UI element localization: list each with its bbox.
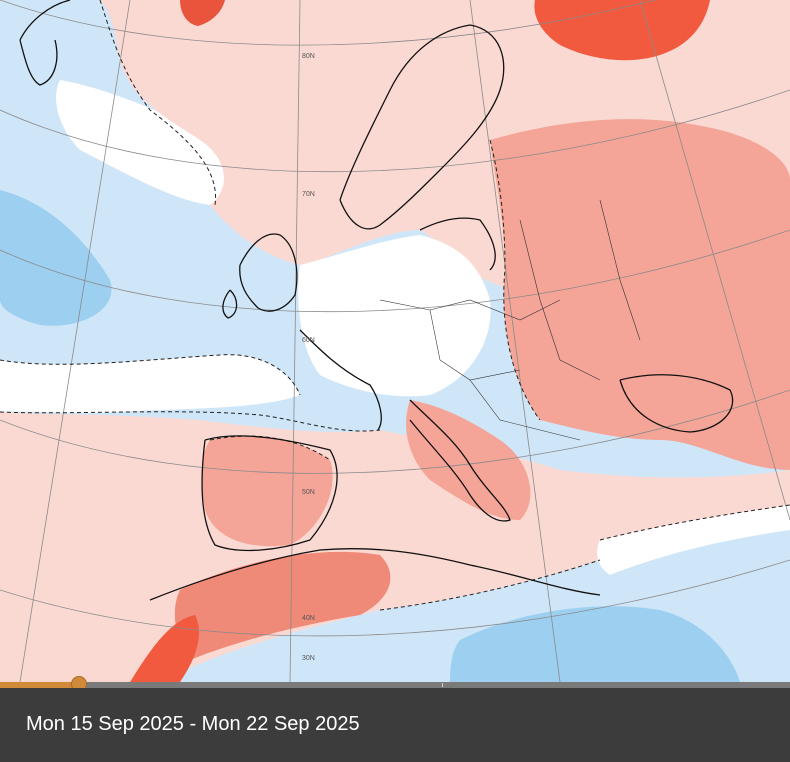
black-sea-coast [619,374,734,433]
hot-anomaly-arctic [534,0,710,61]
latitude-label-70n: 70N [302,191,315,198]
british-isles-coast [222,233,298,319]
neutral-band-south [597,505,790,575]
latitude-label-50n: 50N [302,489,315,496]
hot-anomaly-morocco [130,615,200,682]
graticule-labels: 80N 70N 60N 50N 40N 30N [302,53,315,662]
timeline-progress [0,682,79,688]
warm-anomaly-italy [406,400,531,520]
caption-bar: Mon 15 Sep 2025 - Mon 22 Sep 2025 [0,688,790,762]
country-borders [379,199,641,441]
latitude-label-40n: 40N [302,615,315,622]
iberia-coast [201,435,338,552]
warm-anomaly-east [490,119,790,470]
cold-anomaly-south-strong [450,606,740,682]
coastlines [19,0,734,601]
date-range-label: Mon 15 Sep 2025 - Mon 22 Sep 2025 [26,713,360,735]
temperature-anomaly-map: 80N 70N 60N 50N 40N 30N [0,0,790,682]
greenland-coast [19,0,71,86]
neutral-band-atlantic [0,354,300,413]
africa-coast [149,548,601,601]
neutral-band-north [56,80,249,205]
cold-anomaly-atlantic [0,190,112,326]
timeline-tick [442,683,443,687]
neutral-central-europe [298,235,491,397]
scandinavia-coast [339,24,505,230]
graticule [0,0,790,682]
warm-anomaly-iberia [201,436,333,547]
baltic-coast [419,217,496,271]
latitude-label-30n: 30N [302,655,315,662]
anomaly-contours [0,0,790,611]
hot-anomaly-greenland [180,0,225,26]
latitude-label-60n: 60N [302,337,315,344]
italy-coast [409,399,511,522]
latitude-label-80n: 80N [302,53,315,60]
france-coast [299,329,382,431]
